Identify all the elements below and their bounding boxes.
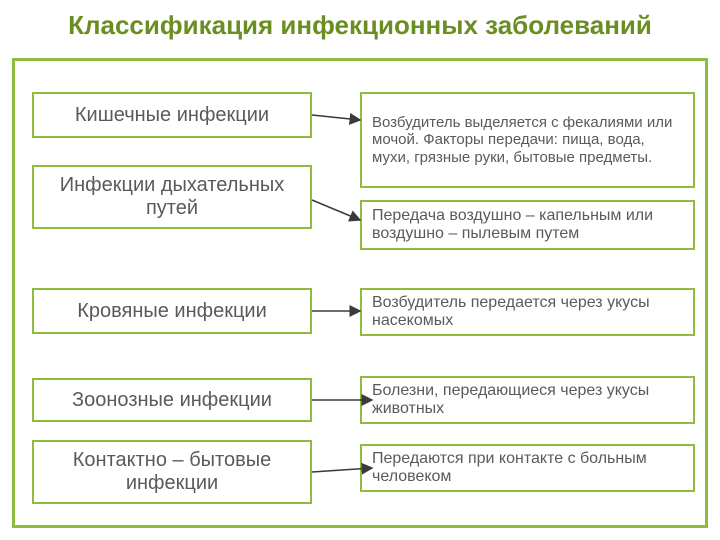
box-label: Возбудитель выделяется с фекалиями или м…: [372, 114, 683, 166]
box-label: Болезни, передающиеся через укусы животн…: [372, 382, 683, 419]
box-intestinal: Кишечные инфекции: [32, 92, 312, 138]
box-label: Кровяные инфекции: [77, 300, 267, 323]
box-label: Передача воздушно – капельным или воздуш…: [372, 207, 683, 244]
box-intestinal_desc: Возбудитель выделяется с фекалиями или м…: [360, 92, 695, 188]
box-label: Кишечные инфекции: [75, 104, 269, 127]
box-label: Передаются при контакте с больным челове…: [372, 450, 683, 487]
box-label: Инфекции дыхательных путей: [44, 174, 300, 220]
box-label: Зоонозные инфекции: [72, 389, 272, 412]
box-label: Контактно – бытовые инфекции: [44, 449, 300, 495]
box-contact: Контактно – бытовые инфекции: [32, 440, 312, 504]
page-title: Классификация инфекционных заболеваний: [0, 0, 720, 49]
box-blood_desc: Возбудитель передается через укусы насек…: [360, 288, 695, 336]
box-zoonotic: Зоонозные инфекции: [32, 378, 312, 422]
box-zoonotic_desc: Болезни, передающиеся через укусы животн…: [360, 376, 695, 424]
box-label: Возбудитель передается через укусы насек…: [372, 294, 683, 331]
box-respiratory: Инфекции дыхательных путей: [32, 165, 312, 229]
box-contact_desc: Передаются при контакте с больным челове…: [360, 444, 695, 492]
box-respiratory_desc: Передача воздушно – капельным или воздуш…: [360, 200, 695, 250]
box-blood: Кровяные инфекции: [32, 288, 312, 334]
